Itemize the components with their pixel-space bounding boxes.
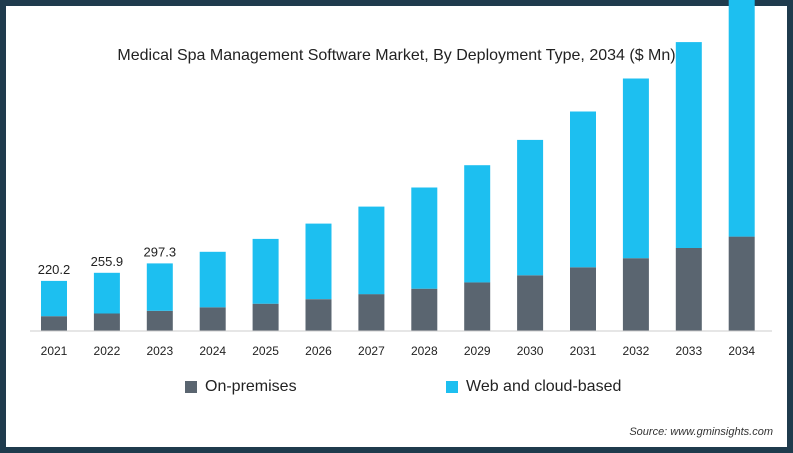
x-tick-label-2021: 2021 [41, 344, 68, 358]
bar-on-premises-2031 [570, 267, 596, 331]
bar-web-cloud-2023 [146, 263, 173, 311]
chart-title: Medical Spa Management Software Market, … [117, 47, 676, 64]
data-label-2022: 255.9 [91, 254, 124, 269]
legend-swatch-on-premises [185, 381, 197, 393]
legend-swatch-web-cloud [446, 381, 458, 393]
x-tick-label-2027: 2027 [358, 344, 385, 358]
bar-on-premises-2021 [41, 316, 67, 331]
bar-web-cloud-2032 [622, 78, 649, 259]
bar-web-cloud-2033 [675, 42, 702, 248]
legend-item-web-cloud: Web and cloud-based [446, 378, 621, 396]
source-note: Source: www.gminsights.com [629, 426, 773, 438]
bar-web-cloud-2028 [411, 187, 438, 289]
bar-on-premises-2034 [728, 236, 755, 331]
x-tick-label-2028: 2028 [411, 344, 438, 358]
bar-web-cloud-2025 [252, 238, 279, 304]
bars-group [41, 0, 755, 331]
x-tick-label-2032: 2032 [623, 344, 650, 358]
x-tick-label-2022: 2022 [94, 344, 121, 358]
bar-web-cloud-2030 [517, 139, 544, 276]
x-tick-label-2023: 2023 [146, 344, 173, 358]
bar-on-premises-2029 [464, 282, 491, 331]
bar-web-cloud-2031 [570, 111, 596, 268]
x-tick-label-2029: 2029 [464, 344, 491, 358]
bar-web-cloud-2022 [93, 272, 120, 314]
bar-on-premises-2026 [305, 299, 332, 331]
legend-label-on-premises: On-premises [205, 378, 297, 395]
x-tick-label-2031: 2031 [570, 344, 597, 358]
bar-on-premises-2024 [199, 307, 226, 331]
bar-web-cloud-2021 [41, 280, 67, 317]
data-label-2023: 297.3 [144, 244, 177, 259]
x-tick-label-2024: 2024 [199, 344, 226, 358]
legend-label-web-cloud: Web and cloud-based [466, 378, 622, 395]
bar-on-premises-2028 [411, 288, 438, 331]
x-tick-label-2034: 2034 [728, 344, 755, 358]
bar-on-premises-2033 [675, 248, 702, 331]
legend: On-premises Web and cloud-based [0, 378, 793, 400]
bar-on-premises-2032 [622, 258, 649, 331]
bar-web-cloud-2027 [358, 206, 385, 295]
x-tick-label-2025: 2025 [252, 344, 279, 358]
bar-web-cloud-2024 [199, 251, 226, 308]
bar-web-cloud-2026 [305, 223, 332, 300]
bar-on-premises-2022 [93, 313, 120, 331]
data-label-2021: 220.2 [38, 262, 71, 277]
x-tick-label-2030: 2030 [517, 344, 544, 358]
bar-on-premises-2023 [146, 310, 173, 331]
bar-on-premises-2030 [517, 275, 544, 331]
x-tick-label-2026: 2026 [305, 344, 332, 358]
bar-on-premises-2027 [358, 294, 385, 331]
labels-group: 2021 220.2 2022 255.9 2023 297.3 2024 2025 2026 2… [38, 244, 756, 358]
legend-item-on-premises: On-premises [185, 378, 297, 396]
x-tick-label-2033: 2033 [675, 344, 702, 358]
bar-web-cloud-2034 [728, 0, 755, 237]
bar-web-cloud-2029 [464, 165, 491, 283]
bar-on-premises-2025 [252, 303, 279, 331]
